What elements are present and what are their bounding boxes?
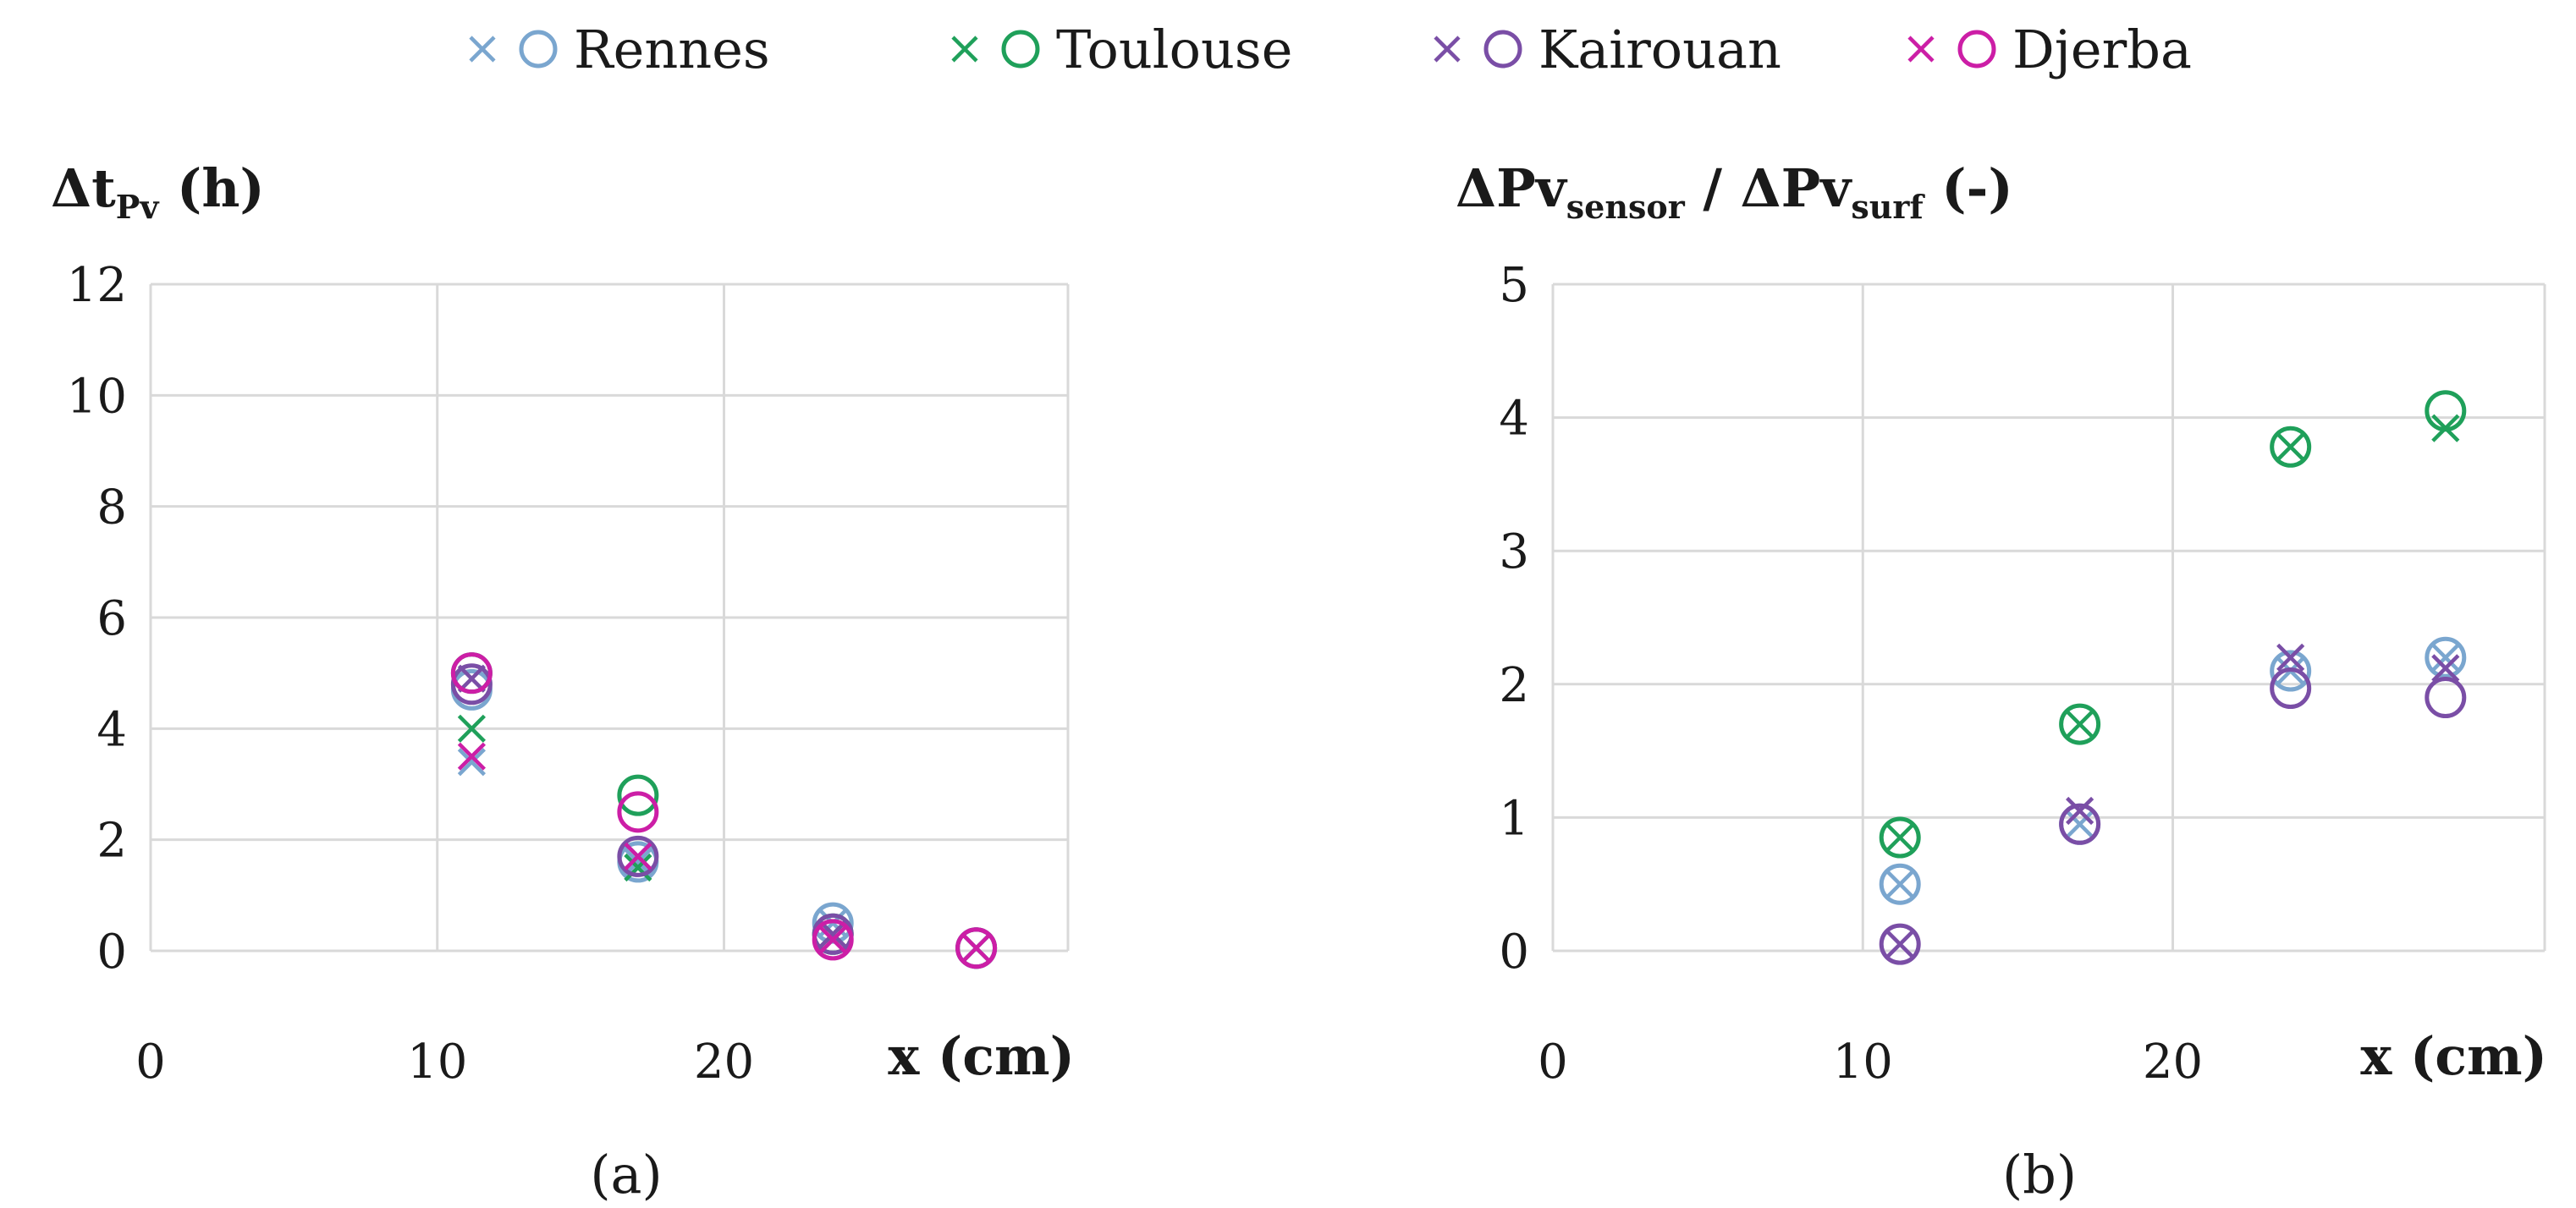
- marker-o-kairouan: [1879, 923, 1921, 965]
- y-tick-label: 8: [96, 480, 127, 535]
- legend-label-rennes: Rennes: [574, 19, 770, 80]
- marker-o-toulouse: [2270, 426, 2312, 468]
- chart-panel-a: 0 2 4 6 8 10 12 0 10 20 ΔtPv (h) x (cm) (a): [51, 157, 1075, 1205]
- y-tick-label: 0: [96, 925, 127, 980]
- markers-b: [1879, 390, 2467, 965]
- marker-x-kairouan: [1885, 930, 1914, 958]
- y-tick-label: 12: [67, 258, 127, 313]
- marker-x-rennes: [1885, 870, 1914, 898]
- legend: Rennes Toulouse Kairouan Djerba: [469, 19, 2192, 80]
- marker-o-djerba: [955, 927, 998, 969]
- y-tick-label: 4: [96, 702, 127, 757]
- marker-o-rennes: [1879, 863, 1921, 905]
- x-tick-label: 20: [2143, 1035, 2203, 1090]
- gridlines-b: [1551, 283, 2546, 953]
- y-tick-label: 6: [96, 591, 127, 646]
- legend-marker-o-rennes: [519, 30, 558, 69]
- y-tick-label: 0: [1499, 925, 1529, 980]
- legend-marker-x-djerba: [1907, 36, 1935, 63]
- y-tick-label: 1: [1499, 791, 1529, 846]
- marker-o-toulouse: [2059, 703, 2101, 745]
- markers-a: [450, 652, 998, 969]
- x-ticks-b: 0 10 20: [1538, 1035, 2203, 1090]
- legend-label-kairouan: Kairouan: [1538, 19, 1781, 80]
- gridlines-a: [149, 283, 1070, 953]
- marker-o-toulouse: [1879, 816, 1921, 859]
- x-axis-title-a: x (cm): [888, 1025, 1075, 1087]
- y-tick-label: 4: [1499, 392, 1529, 447]
- marker-o-rennes: [2425, 636, 2467, 678]
- x-tick-label: 0: [1538, 1035, 1568, 1090]
- marker-x-kairouan: [2431, 654, 2460, 683]
- caption-b: (b): [2002, 1144, 2077, 1205]
- marker-x-djerba: [962, 934, 991, 963]
- legend-label-toulouse: Toulouse: [1056, 19, 1292, 80]
- marker-o-kairouan: [617, 835, 659, 877]
- legend-marker-x-rennes: [469, 36, 496, 63]
- y-ticks-a: 0 2 4 6 8 10 12: [67, 258, 127, 980]
- legend-marker-o-djerba: [1957, 30, 1996, 69]
- marker-o-rennes: [2270, 650, 2312, 692]
- marker-x-toulouse: [2066, 710, 2094, 739]
- y-axis-title-a: ΔtPv (h): [51, 157, 265, 226]
- marker-x-kairouan: [818, 920, 847, 948]
- x-ticks-a: 0 10 20: [135, 1035, 754, 1090]
- marker-x-kairouan: [2276, 643, 2305, 672]
- marker-o-djerba: [617, 791, 659, 833]
- y-tick-label: 5: [1499, 258, 1529, 313]
- y-tick-label: 10: [67, 369, 127, 424]
- marker-x-djerba: [457, 742, 486, 771]
- marker-x-toulouse: [1885, 823, 1914, 852]
- chart-panel-b: 0 1 2 3 4 5 0 10 20 ΔPvsensor / ΔPvsurf (-) x (…: [1456, 157, 2547, 1205]
- marker-x-kairouan: [457, 664, 486, 693]
- marker-o-toulouse: [617, 774, 659, 816]
- x-axis-title-b: x (cm): [2360, 1025, 2547, 1087]
- marker-x-rennes: [624, 848, 652, 876]
- marker-x-rennes: [457, 748, 486, 777]
- y-tick-label: 3: [1499, 524, 1529, 579]
- marker-o-djerba: [812, 919, 854, 961]
- y-axis-title-b: ΔPvsensor / ΔPvsurf (-): [1456, 157, 2013, 226]
- marker-o-toulouse: [2425, 390, 2467, 432]
- marker-x-toulouse: [457, 714, 486, 743]
- legend-marker-o-kairouan: [1483, 30, 1522, 69]
- x-tick-label: 20: [694, 1035, 754, 1090]
- marker-o-kairouan: [2059, 803, 2101, 845]
- marker-x-rennes: [2431, 643, 2460, 672]
- marker-o-djerba: [450, 652, 493, 695]
- y-ticks-b: 0 1 2 3 4 5: [1499, 258, 1529, 980]
- marker-x-djerba: [624, 842, 652, 870]
- y-tick-label: 2: [1499, 658, 1529, 713]
- legend-label-djerba: Djerba: [2012, 19, 2192, 80]
- legend-marker-x-toulouse: [951, 36, 978, 63]
- marker-o-kairouan: [2425, 677, 2467, 719]
- marker-o-kairouan: [450, 663, 493, 706]
- legend-marker-x-kairouan: [1434, 36, 1461, 63]
- marker-x-toulouse: [2431, 414, 2460, 442]
- marker-x-toulouse: [624, 853, 652, 882]
- caption-a: (a): [590, 1144, 662, 1205]
- marker-x-djerba: [818, 925, 847, 954]
- x-tick-label: 10: [407, 1035, 467, 1090]
- x-tick-label: 0: [135, 1035, 166, 1090]
- marker-x-kairouan: [2066, 796, 2094, 826]
- marker-o-kairouan: [2270, 667, 2312, 710]
- x-tick-label: 10: [1833, 1035, 1893, 1090]
- legend-marker-o-toulouse: [1001, 30, 1040, 69]
- y-tick-label: 2: [96, 814, 127, 869]
- marker-x-rennes: [2066, 810, 2094, 838]
- marker-x-toulouse: [2276, 432, 2305, 461]
